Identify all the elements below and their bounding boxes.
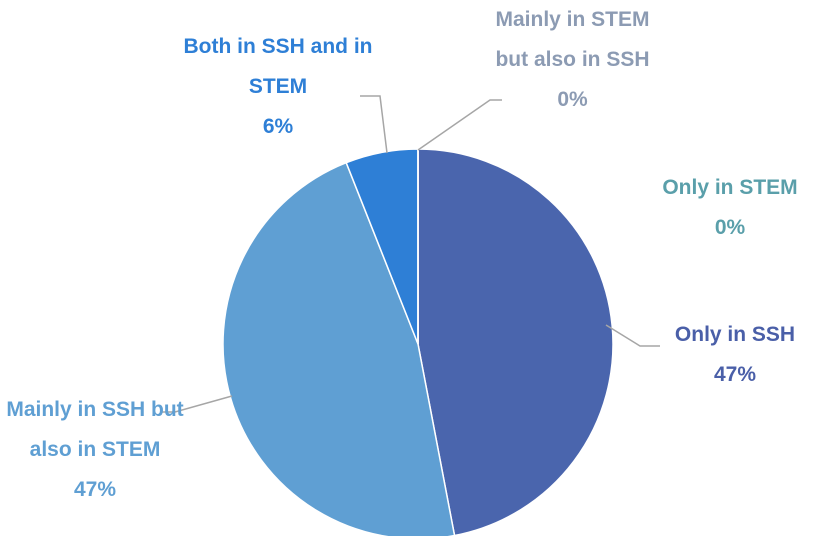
category-label: Only in SSH (674, 323, 796, 346)
data-label: Mainly in SSH but also in STEM 47% (5, 390, 185, 510)
data-label: Mainly in STEM but also in SSH 0% (490, 0, 655, 120)
leader-line (417, 99, 502, 151)
pie-slice (222, 161, 456, 536)
category-label: Both in SSH and in STEM (183, 35, 373, 98)
leader-line (360, 95, 388, 154)
category-label: Only in STEM (662, 176, 798, 199)
data-label: Only in STEM 0% (630, 168, 819, 248)
leader-line (160, 395, 233, 413)
data-label: Only in SSH 47% (650, 315, 819, 395)
value-label: 6% (262, 115, 294, 138)
data-label: Both in SSH and in STEM 6% (183, 27, 373, 147)
leader-line (605, 324, 660, 347)
category-label: Mainly in SSH but also in STEM (6, 398, 184, 461)
value-label: 47% (73, 478, 117, 501)
pie-slice (417, 148, 614, 536)
value-label: 0% (557, 88, 588, 111)
value-label: 47% (713, 363, 757, 386)
category-label: Mainly in STEM but also in SSH (495, 8, 650, 71)
value-label: 0% (714, 216, 746, 239)
